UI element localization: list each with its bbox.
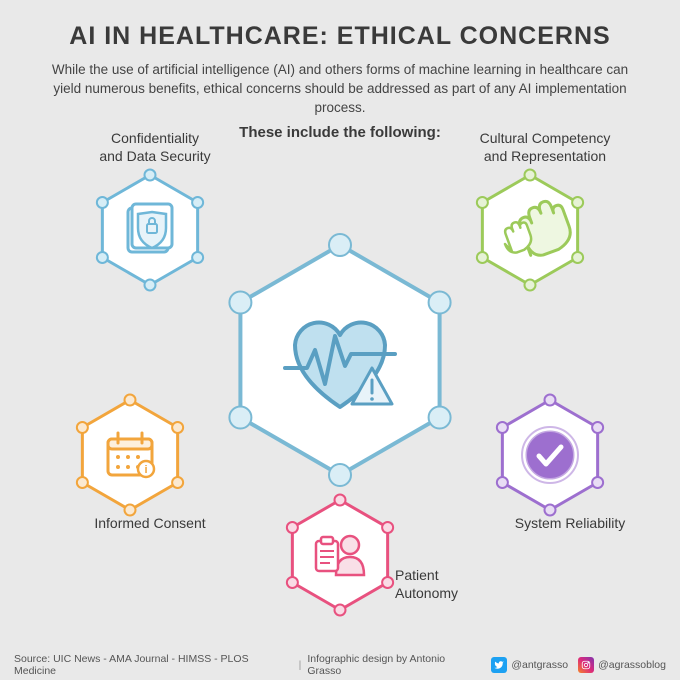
hex-node-icon — [429, 292, 451, 314]
hex-node-icon — [77, 422, 88, 433]
hex-node-icon — [525, 170, 536, 181]
hex-node-icon — [329, 234, 351, 256]
hex-node-icon — [477, 252, 488, 263]
hex-node-icon — [145, 170, 156, 181]
hex-node-icon — [572, 252, 583, 263]
hex-node-icon — [229, 407, 251, 429]
hex-node-icon — [229, 292, 251, 314]
concern-label-autonomy: PatientAutonomy — [395, 567, 458, 602]
header: AI IN HEALTHCARE: ETHICAL CONCERNS While… — [0, 0, 680, 141]
hex-node-icon — [429, 407, 451, 429]
hex-node-icon — [382, 522, 393, 533]
hex-node-icon — [192, 197, 203, 208]
diagram-canvas: i Confidentialityand Data SecurityCultur… — [0, 145, 680, 635]
intro-text: While the use of artificial intelligence… — [40, 61, 640, 118]
surround-hexagon — [292, 500, 387, 610]
hex-node-icon — [97, 252, 108, 263]
twitter-handle: @antgrasso — [511, 659, 568, 671]
hex-node-icon — [192, 252, 203, 263]
hex-node-icon — [97, 197, 108, 208]
concern-label-reliability: System Reliability — [490, 515, 650, 533]
hex-node-icon — [382, 577, 393, 588]
hex-node-icon — [335, 605, 346, 616]
page-title: AI IN HEALTHCARE: ETHICAL CONCERNS — [40, 22, 640, 51]
hex-node-icon — [592, 422, 603, 433]
twitter-link[interactable]: @antgrasso — [491, 657, 568, 673]
hex-node-icon — [497, 422, 508, 433]
footer: Source: UIC News - AMA Journal - HIMSS -… — [0, 650, 680, 680]
diagram-svg: i — [0, 145, 680, 635]
instagram-icon — [578, 657, 594, 673]
hex-node-icon — [172, 422, 183, 433]
hex-node-icon — [572, 197, 583, 208]
hex-node-icon — [335, 495, 346, 506]
hex-node-icon — [525, 280, 536, 291]
hex-node-icon — [125, 395, 136, 406]
hex-node-icon — [477, 197, 488, 208]
concern-label-informed: Informed Consent — [70, 515, 230, 533]
hex-node-icon — [545, 395, 556, 406]
instagram-handle: @agrassoblog — [598, 659, 666, 671]
concern-label-confidentiality: Confidentialityand Data Security — [75, 130, 235, 165]
footer-source: Source: UIC News - AMA Journal - HIMSS -… — [14, 653, 293, 677]
shield-lock-icon — [128, 204, 172, 252]
hex-node-icon — [545, 505, 556, 516]
hex-node-icon — [497, 477, 508, 488]
hex-node-icon — [172, 477, 183, 488]
calendar-info-icon: i — [108, 433, 154, 477]
hex-node-icon — [77, 477, 88, 488]
check-circle-icon — [522, 427, 578, 483]
hex-node-icon — [592, 477, 603, 488]
twitter-icon — [491, 657, 507, 673]
footer-divider: | — [299, 659, 302, 671]
svg-text:i: i — [144, 464, 147, 476]
hex-node-icon — [287, 522, 298, 533]
hex-node-icon — [329, 464, 351, 486]
hex-node-icon — [145, 280, 156, 291]
concern-label-cultural: Cultural Competencyand Representation — [465, 130, 625, 165]
footer-design: Infographic design by Antonio Grasso — [307, 653, 481, 677]
hex-node-icon — [287, 577, 298, 588]
instagram-link[interactable]: @agrassoblog — [578, 657, 666, 673]
hex-node-icon — [125, 505, 136, 516]
